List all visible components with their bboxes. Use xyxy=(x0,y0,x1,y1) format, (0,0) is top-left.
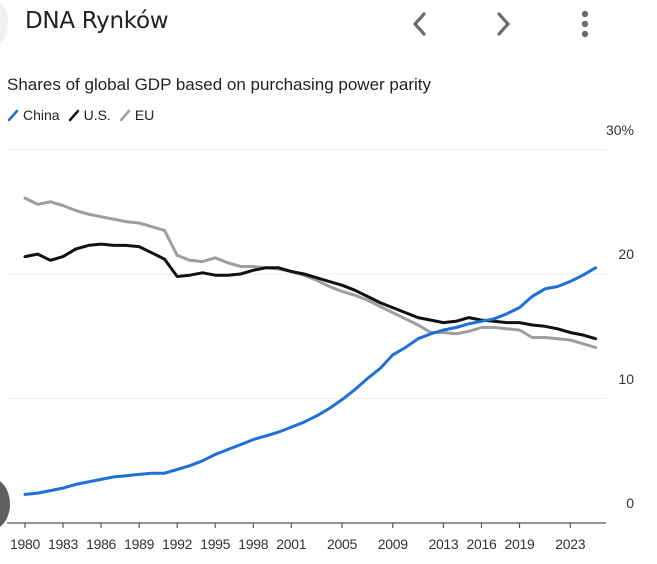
x-tick-label: 2013 xyxy=(428,536,459,552)
y-tick-label: 30% xyxy=(605,121,634,138)
x-tick-label: 1986 xyxy=(86,536,117,552)
legend-item-us: U.S. xyxy=(68,107,111,123)
back-button[interactable] xyxy=(404,8,436,40)
series-line-china xyxy=(23,266,598,496)
floating-button[interactable] xyxy=(0,478,10,530)
legend-label-eu: EU xyxy=(134,107,155,123)
app-title: DNA Rynków xyxy=(25,8,169,34)
app-header: DNA Rynków xyxy=(0,0,657,50)
x-tick-label: 2023 xyxy=(555,536,586,552)
x-axis xyxy=(7,522,606,528)
x-tick-label: 2005 xyxy=(327,536,357,552)
chart-title: Shares of global GDP based on purchasing… xyxy=(7,75,431,94)
legend-item-eu: EU xyxy=(119,107,154,123)
series-line-us xyxy=(23,242,598,341)
x-tick-label: 2009 xyxy=(377,536,408,552)
legend-swatch-us xyxy=(68,109,79,122)
x-tick-label: 1998 xyxy=(238,536,269,552)
legend-swatch-eu xyxy=(119,109,131,122)
legend-label-us: U.S. xyxy=(83,107,111,123)
x-tick-label: 1989 xyxy=(124,536,155,552)
chevron-left-icon xyxy=(413,12,426,36)
forward-button[interactable] xyxy=(487,8,519,40)
y-tick-label: 20 xyxy=(618,246,634,262)
y-tick-label: 0 xyxy=(626,495,634,511)
legend-label-china: China xyxy=(23,107,60,123)
chevron-right-icon xyxy=(497,12,510,36)
avatar[interactable] xyxy=(0,2,8,44)
x-tick-label: 2001 xyxy=(276,536,307,552)
y-tick-label: 10 xyxy=(618,370,634,387)
x-tick-label: 2019 xyxy=(504,536,535,552)
x-tick-label: 1983 xyxy=(48,536,78,552)
legend-swatch-china xyxy=(7,109,19,122)
x-tick-label: 1992 xyxy=(162,536,193,552)
more-options-button[interactable] xyxy=(569,8,601,40)
x-tick-label: 2016 xyxy=(466,536,497,552)
series-layer xyxy=(23,196,598,496)
chart-legend: China U.S. EU xyxy=(7,107,162,123)
x-tick-label: 1980 xyxy=(10,536,40,552)
series-line-eu xyxy=(23,196,598,349)
legend-item-china: China xyxy=(7,107,60,123)
x-tick-label: 1995 xyxy=(200,536,231,552)
more-vertical-icon xyxy=(581,10,589,38)
